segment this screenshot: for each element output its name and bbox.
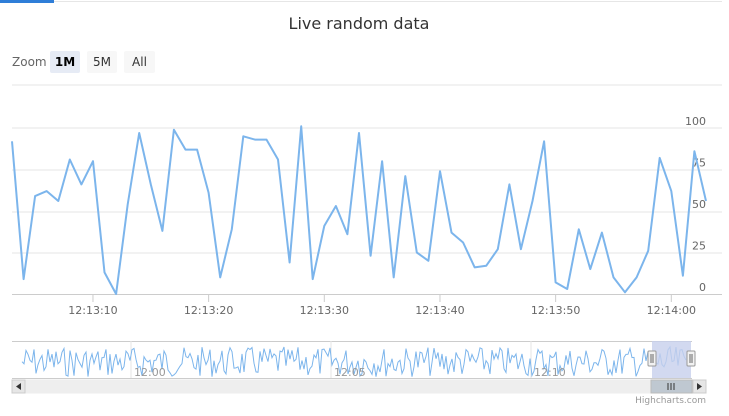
- navigator-tick-label: 12:00: [134, 366, 166, 379]
- zoom-label: Zoom: [12, 55, 47, 69]
- y-tick-label: 0: [699, 281, 706, 294]
- scrollbar-track[interactable]: [11, 379, 707, 394]
- chart-title: Live random data: [288, 14, 430, 33]
- navigator-right-handle[interactable]: [686, 350, 696, 367]
- chevron-left-icon: [16, 383, 21, 390]
- navigator-left-handle[interactable]: [647, 350, 657, 367]
- navigator-selected-range[interactable]: [652, 341, 691, 378]
- y-tick-label: 100: [685, 115, 706, 128]
- top-accent-bar: [0, 0, 54, 3]
- top-bar: [0, 0, 729, 4]
- zoom-button-1m[interactable]: 1M: [50, 51, 80, 73]
- credits-link[interactable]: Highcharts.com: [635, 396, 706, 406]
- x-tick-label: 12:14:00: [647, 304, 696, 317]
- x-tick-label: 12:13:20: [184, 304, 233, 317]
- chevron-right-icon: [697, 383, 702, 390]
- top-divider: [54, 1, 722, 2]
- navigator-tick-label: 12:05: [334, 366, 366, 379]
- zoom-button-5m[interactable]: 5M: [87, 51, 117, 73]
- y-tick-label: 25: [692, 240, 706, 253]
- navigator-tick-label: 12:10: [534, 366, 566, 379]
- y-tick-label: 50: [692, 198, 706, 211]
- x-tick-label: 12:13:40: [415, 304, 464, 317]
- zoom-button-all[interactable]: All: [124, 51, 155, 73]
- x-tick-label: 12:13:30: [300, 304, 349, 317]
- navigator-series: [21, 345, 687, 378]
- x-tick-label: 12:13:50: [531, 304, 580, 317]
- x-tick-label: 12:13:10: [68, 304, 117, 317]
- series-line: [11, 125, 707, 295]
